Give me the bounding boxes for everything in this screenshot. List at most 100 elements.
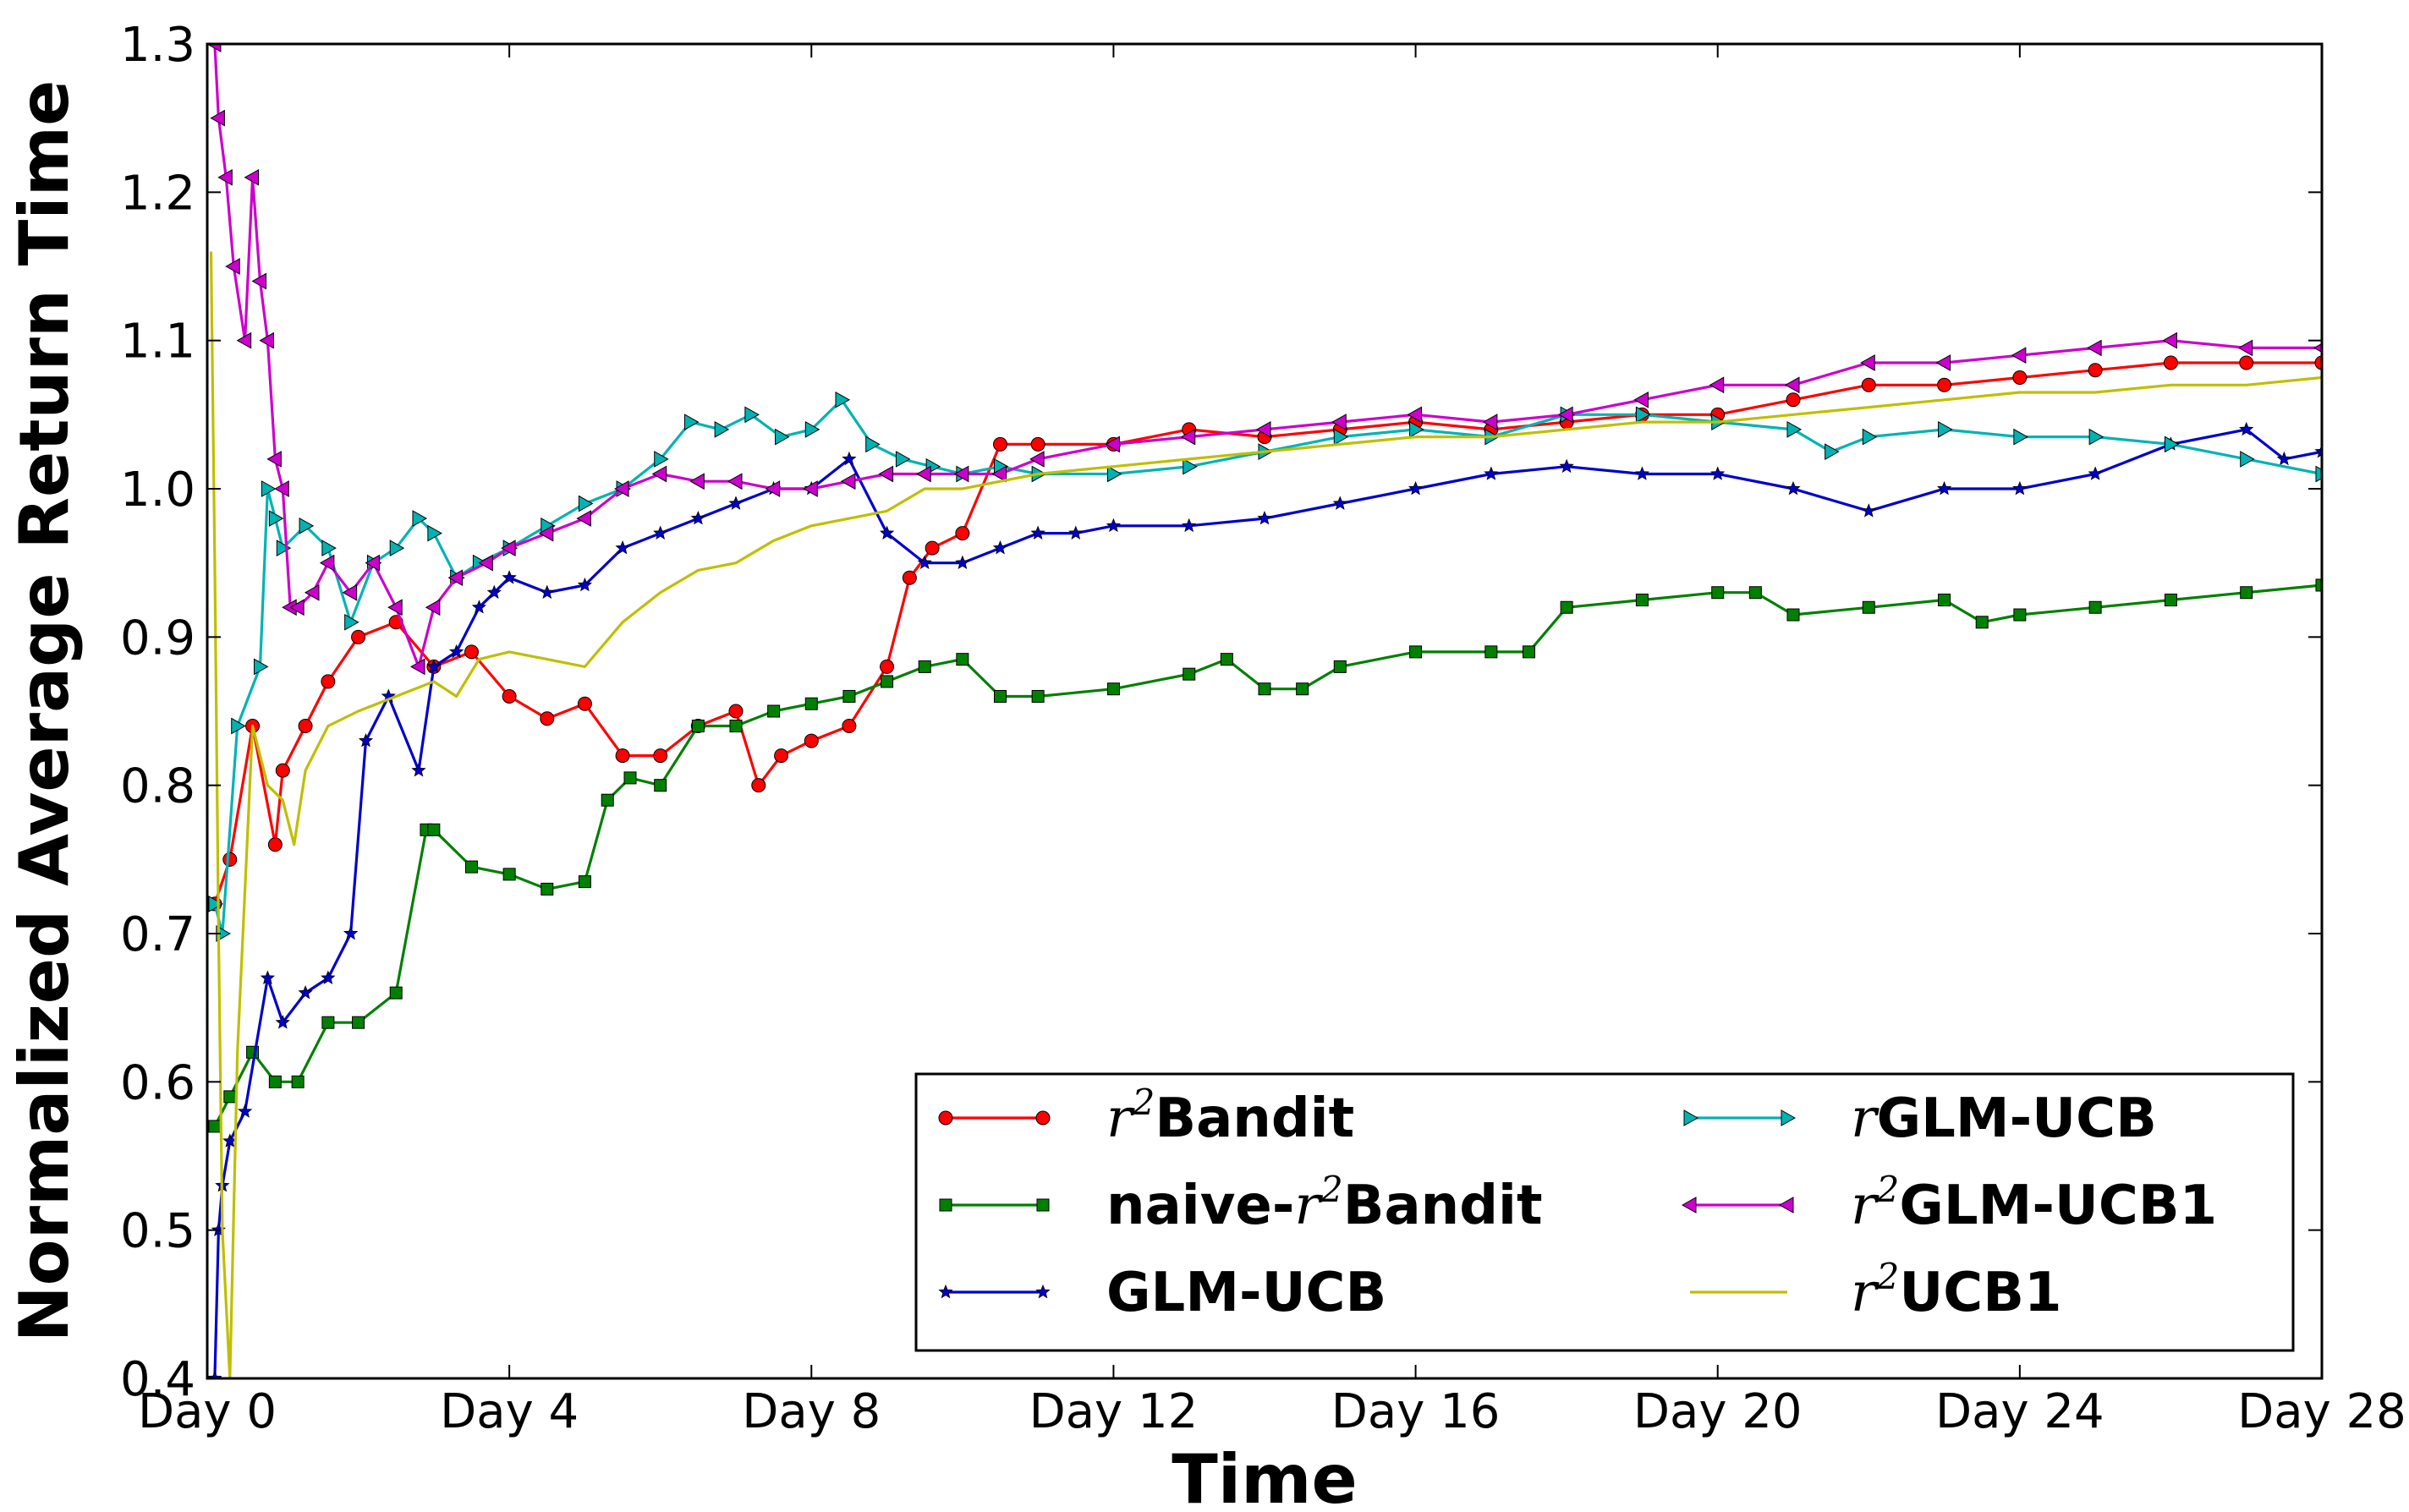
data-point: [411, 763, 426, 777]
data-point: [208, 896, 223, 912]
data-point: [614, 480, 629, 497]
data-point: [1030, 525, 1045, 540]
legend-swatch-marker: [1778, 1197, 1794, 1213]
data-point: [767, 704, 781, 718]
data-point: [2315, 578, 2322, 592]
data-point: [729, 720, 743, 733]
legend-label-text: GLM-UCB: [1106, 1262, 1386, 1324]
data-point: [358, 733, 374, 748]
data-point: [343, 925, 359, 940]
data-point: [1407, 406, 1423, 424]
data-point: [1786, 480, 1801, 496]
data-point: [955, 555, 970, 569]
data-point: [2164, 436, 2180, 453]
data-point: [881, 675, 894, 688]
legend-swatch-marker: [1036, 1198, 1050, 1212]
data-point: [925, 540, 940, 556]
data-point: [267, 837, 283, 852]
data-point: [1786, 392, 1801, 408]
data-point: [298, 719, 313, 734]
data-point: [319, 554, 335, 572]
data-point: [1975, 616, 1989, 629]
data-point: [1408, 480, 1424, 496]
data-point: [993, 436, 1007, 452]
legend-label-math: r: [1294, 1175, 1323, 1237]
data-point: [1029, 451, 1045, 468]
data-point: [1937, 377, 1952, 392]
data-point: [540, 584, 555, 600]
data-point: [1180, 428, 1196, 446]
legend-swatch-marker: [938, 1110, 953, 1126]
data-point: [540, 711, 555, 726]
data-point: [1786, 608, 1800, 622]
x-tick-label: Day 4: [440, 1384, 579, 1439]
y-tick-label: 0.4: [120, 1352, 195, 1407]
legend-label: naive-r2Bandit: [1106, 1169, 1543, 1237]
data-point: [409, 658, 425, 676]
data-point: [1183, 457, 1198, 475]
data-point: [895, 451, 911, 468]
legend-item: r2GLM-UCB1: [1681, 1169, 2217, 1237]
data-point: [426, 659, 442, 673]
data-point: [1710, 466, 1726, 480]
data-point: [1709, 376, 1725, 394]
data-point: [835, 391, 851, 408]
data-point: [728, 704, 744, 719]
data-point: [1031, 689, 1045, 703]
data-point: [251, 272, 266, 290]
y-axis-title: Normalized Average Return Time: [5, 80, 84, 1343]
data-point: [577, 696, 592, 711]
y-tick-label: 0.6: [120, 1055, 195, 1110]
data-point: [217, 168, 233, 186]
legend-label: GLM-UCB: [1106, 1262, 1386, 1324]
data-point: [2239, 421, 2254, 436]
data-point: [727, 473, 743, 490]
data-point: [683, 414, 700, 430]
legend-swatch-marker: [1035, 1110, 1051, 1126]
legend-label-superscript: 2: [1320, 1169, 1343, 1210]
data-point: [223, 1090, 237, 1104]
data-point: [1633, 391, 1649, 408]
data-point: [502, 868, 516, 881]
series-r2UCB1: [209, 251, 2322, 1378]
data-point: [689, 473, 705, 490]
data-point: [2013, 608, 2027, 622]
data-point: [765, 480, 781, 497]
data-point: [299, 517, 315, 534]
data-point: [1409, 421, 1424, 438]
data-point: [803, 480, 818, 497]
data-point: [275, 763, 290, 778]
data-point: [956, 653, 969, 666]
data-point: [1938, 421, 1953, 438]
data-point: [389, 986, 403, 1000]
data-point: [236, 331, 252, 349]
data-point: [1560, 600, 1573, 614]
data-point: [880, 659, 895, 674]
data-point: [953, 465, 969, 483]
data-point: [992, 540, 1008, 555]
data-point: [916, 465, 931, 483]
data-point: [464, 644, 479, 660]
legend-label-superscript: 2: [1132, 1082, 1155, 1123]
data-point: [501, 540, 516, 556]
data-point: [1711, 586, 1725, 600]
data-point: [538, 524, 554, 542]
data-point: [1784, 376, 1800, 394]
series-r2GLM-UCB1: [207, 44, 2322, 676]
data-point: [2088, 600, 2102, 614]
x-tick-label: Day 8: [742, 1384, 881, 1439]
data-point: [878, 465, 894, 483]
data-point: [276, 540, 292, 556]
data-point: [751, 778, 766, 793]
legend-box: [914, 1072, 2295, 1352]
y-tick-label: 1.0: [120, 463, 195, 518]
data-point: [879, 525, 895, 540]
x-tick-label: Day 24: [1935, 1384, 2104, 1439]
legend-label-text: Bandit: [1343, 1175, 1543, 1237]
data-point: [2011, 347, 2027, 364]
data-point: [321, 1016, 335, 1029]
data-point: [651, 465, 667, 483]
data-point: [2315, 465, 2322, 483]
data-point: [254, 658, 269, 676]
data-point: [615, 748, 630, 764]
